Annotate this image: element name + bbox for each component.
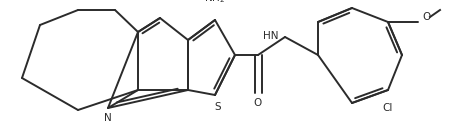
Text: HN: HN	[263, 31, 278, 41]
Text: O: O	[254, 98, 262, 108]
Text: N: N	[104, 113, 112, 123]
Text: Cl: Cl	[383, 103, 393, 113]
Text: S: S	[215, 102, 221, 112]
Text: NH$_2$: NH$_2$	[205, 0, 225, 5]
Text: O: O	[422, 12, 430, 22]
